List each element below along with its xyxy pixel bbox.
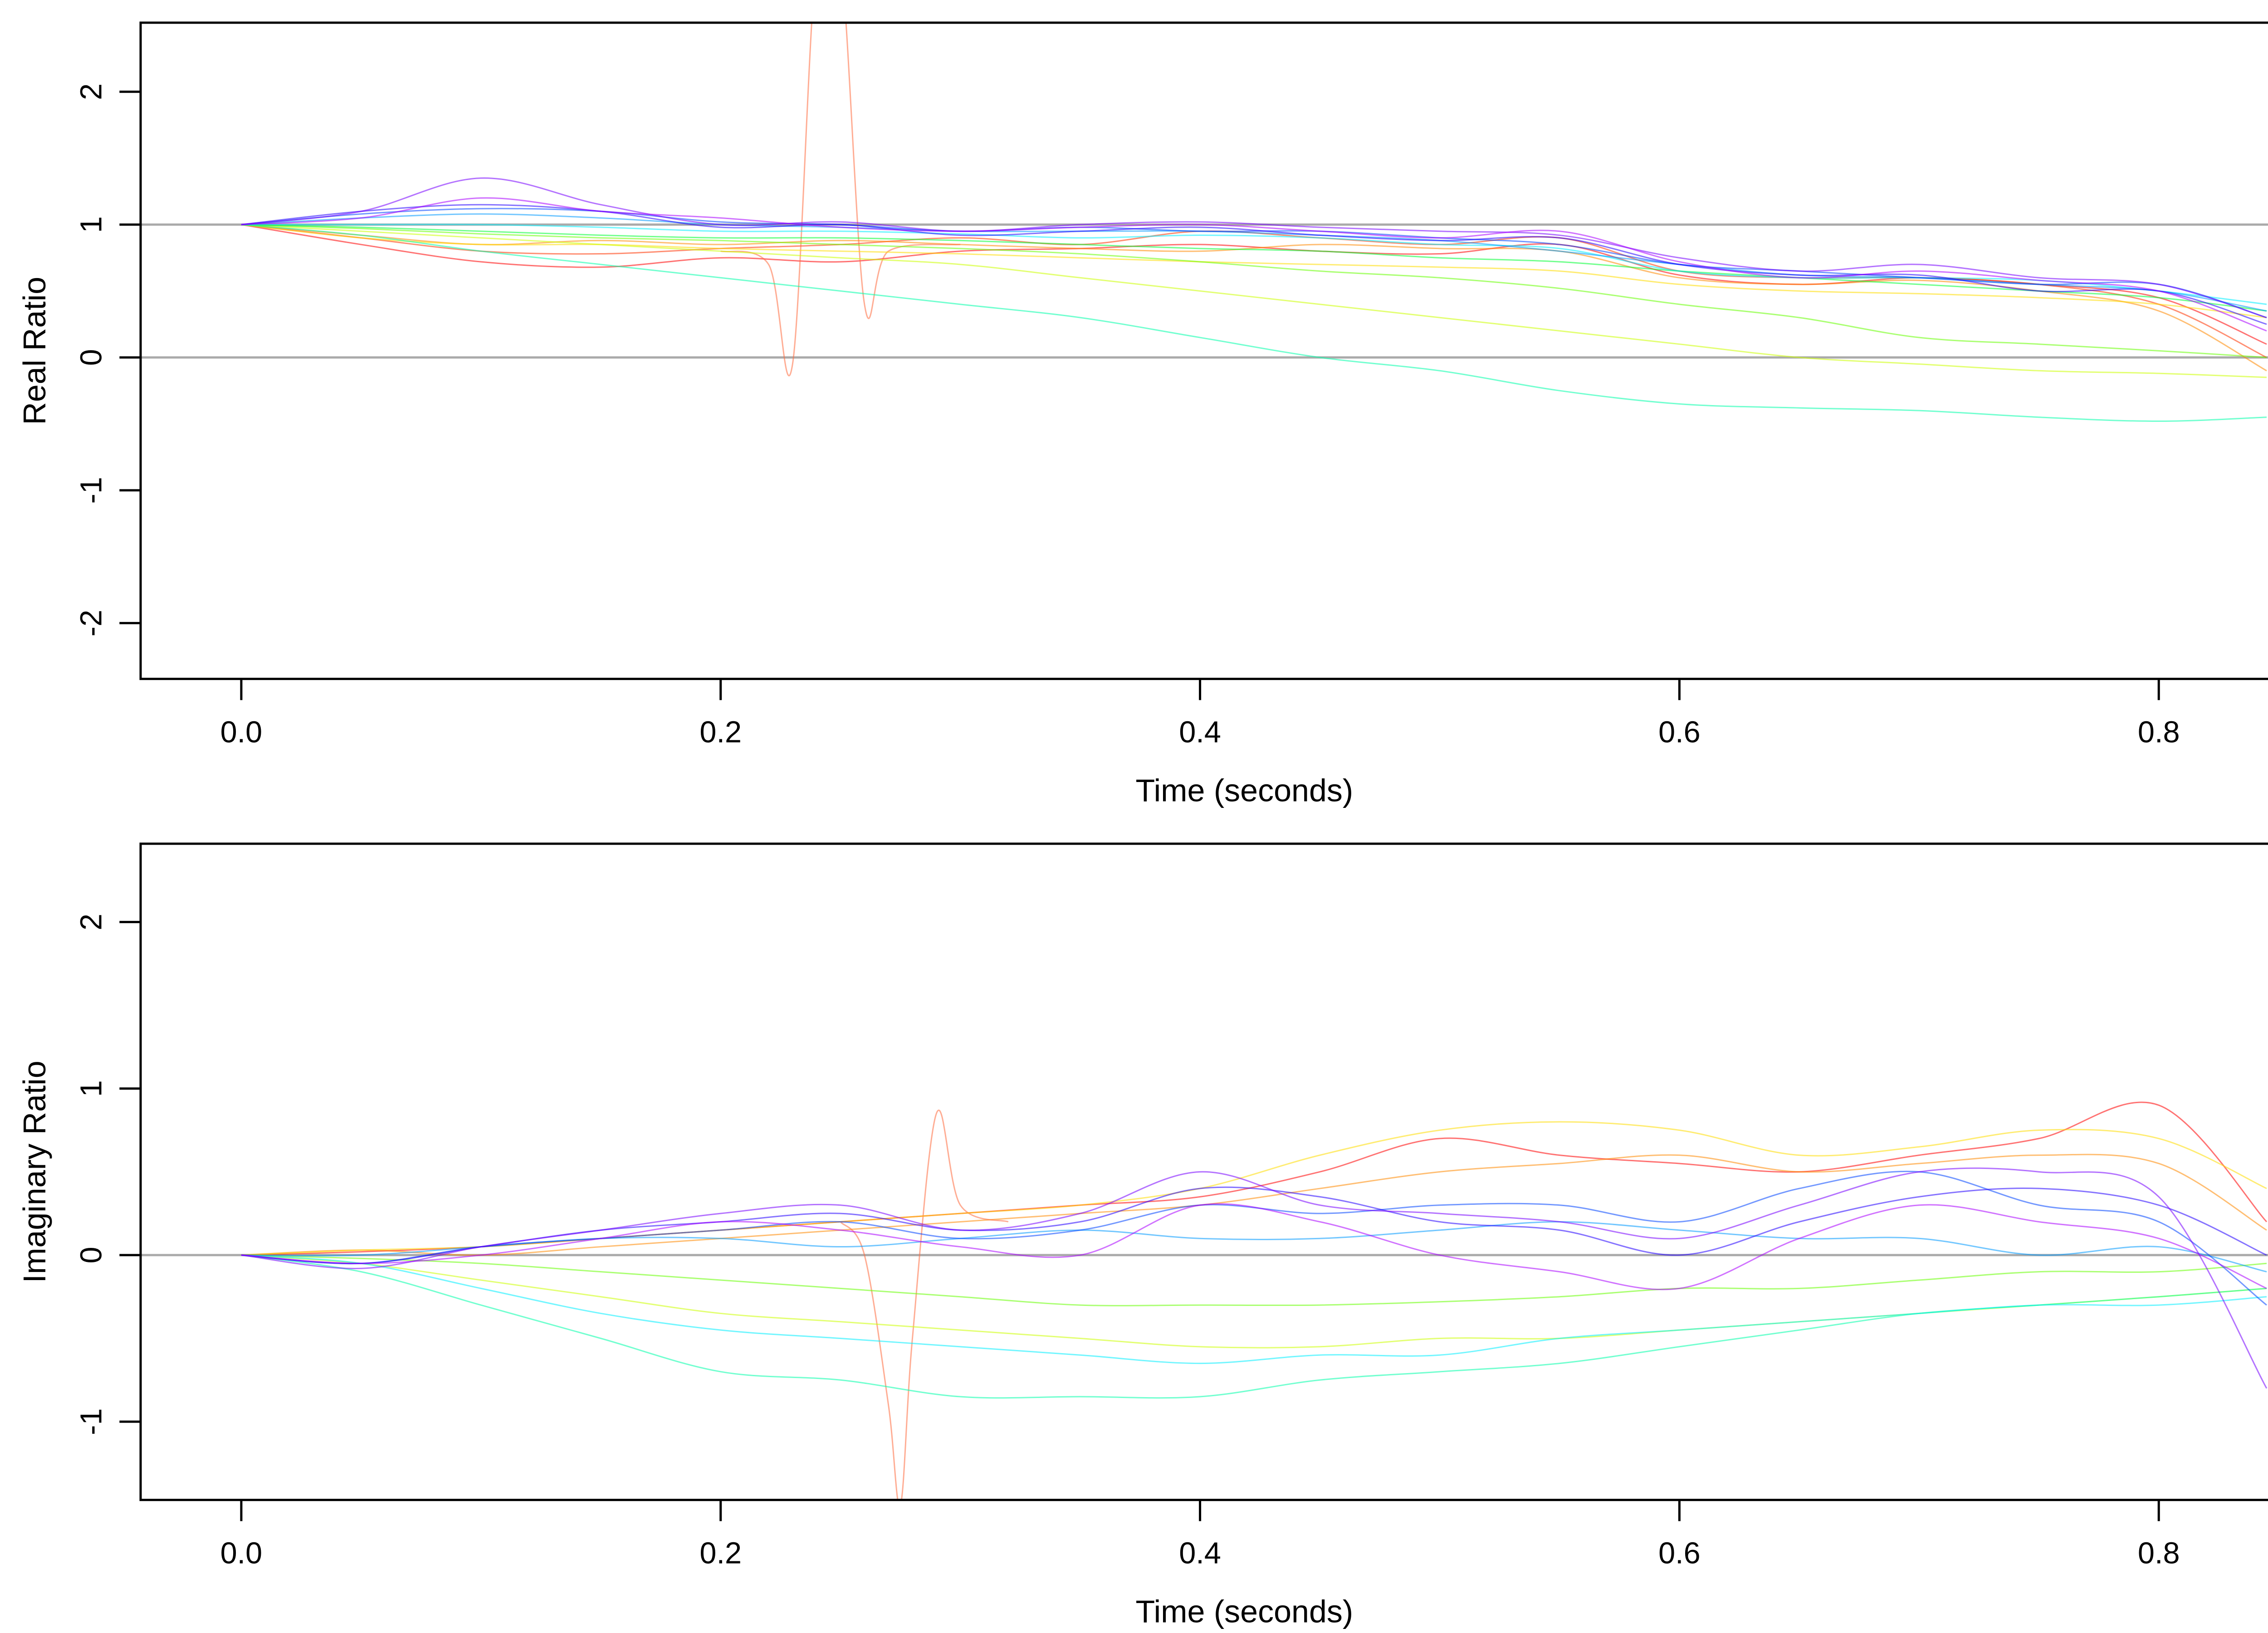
real-ratio-panel: Time (seconds) Real Ratio 0.0 0.2 0.4 0.6 0.… <box>17 21 2268 808</box>
series-line <box>241 1254 2267 1349</box>
y-tick-label: 2 <box>74 83 108 100</box>
series-group <box>241 1101 2268 1500</box>
x-tick-label: 0.6 <box>1658 716 1701 749</box>
series-line <box>241 224 2267 422</box>
x-tick-label: 0.8 <box>2138 716 2180 749</box>
series-line <box>241 1154 2267 1256</box>
series-line <box>241 224 2267 318</box>
x-axis-label: Time (seconds) <box>1135 1594 1353 1629</box>
plot-frame <box>139 842 2268 1501</box>
y-axis-label: Real Ratio <box>17 277 52 425</box>
y-tick-label: 0 <box>74 349 108 366</box>
y-tick-label: 1 <box>74 216 108 233</box>
y-tick-label: -2 <box>74 610 108 636</box>
y-tick-label: 0 <box>74 1247 108 1263</box>
series-group <box>241 23 2267 422</box>
plot-frame <box>139 21 2268 680</box>
series-line <box>241 197 2267 332</box>
y-tick-label: -1 <box>74 1408 108 1435</box>
x-tick-label: 0.4 <box>1179 1537 1221 1570</box>
series-line <box>241 224 2267 312</box>
series-line <box>241 224 2267 372</box>
series-line <box>241 204 2267 325</box>
y-tick-label: 2 <box>74 914 108 930</box>
x-tick-label: 0.6 <box>1658 1537 1701 1570</box>
y-tick-label: 1 <box>74 1080 108 1097</box>
series-line <box>241 1254 2267 1306</box>
x-tick-label: 0.2 <box>699 716 742 749</box>
y-tick-label: -1 <box>74 477 108 504</box>
series-line <box>241 224 2267 358</box>
x-tick-label: 0.0 <box>220 716 263 749</box>
series-line <box>241 1254 2267 1364</box>
x-tick-label: 0.0 <box>220 1537 263 1570</box>
series-line <box>241 177 2267 318</box>
x-axis-label: Time (seconds) <box>1135 773 1353 808</box>
y-axis-label: Imaginary Ratio <box>17 1061 52 1283</box>
series-line <box>241 1203 2267 1291</box>
series-line <box>241 224 2267 378</box>
x-tick-label: 0.2 <box>699 1537 742 1570</box>
series-line <box>241 1101 2268 1256</box>
imaginary-ratio-panel: Time (seconds) Imaginary Ratio 0.0 0.2 0.4… <box>17 842 2268 1629</box>
x-tick-label: 0.4 <box>1179 716 1221 749</box>
series-line <box>241 1167 2268 1389</box>
x-tick-label: 0.8 <box>2138 1537 2180 1570</box>
series-line <box>840 1110 1009 1500</box>
series-line <box>720 23 961 376</box>
